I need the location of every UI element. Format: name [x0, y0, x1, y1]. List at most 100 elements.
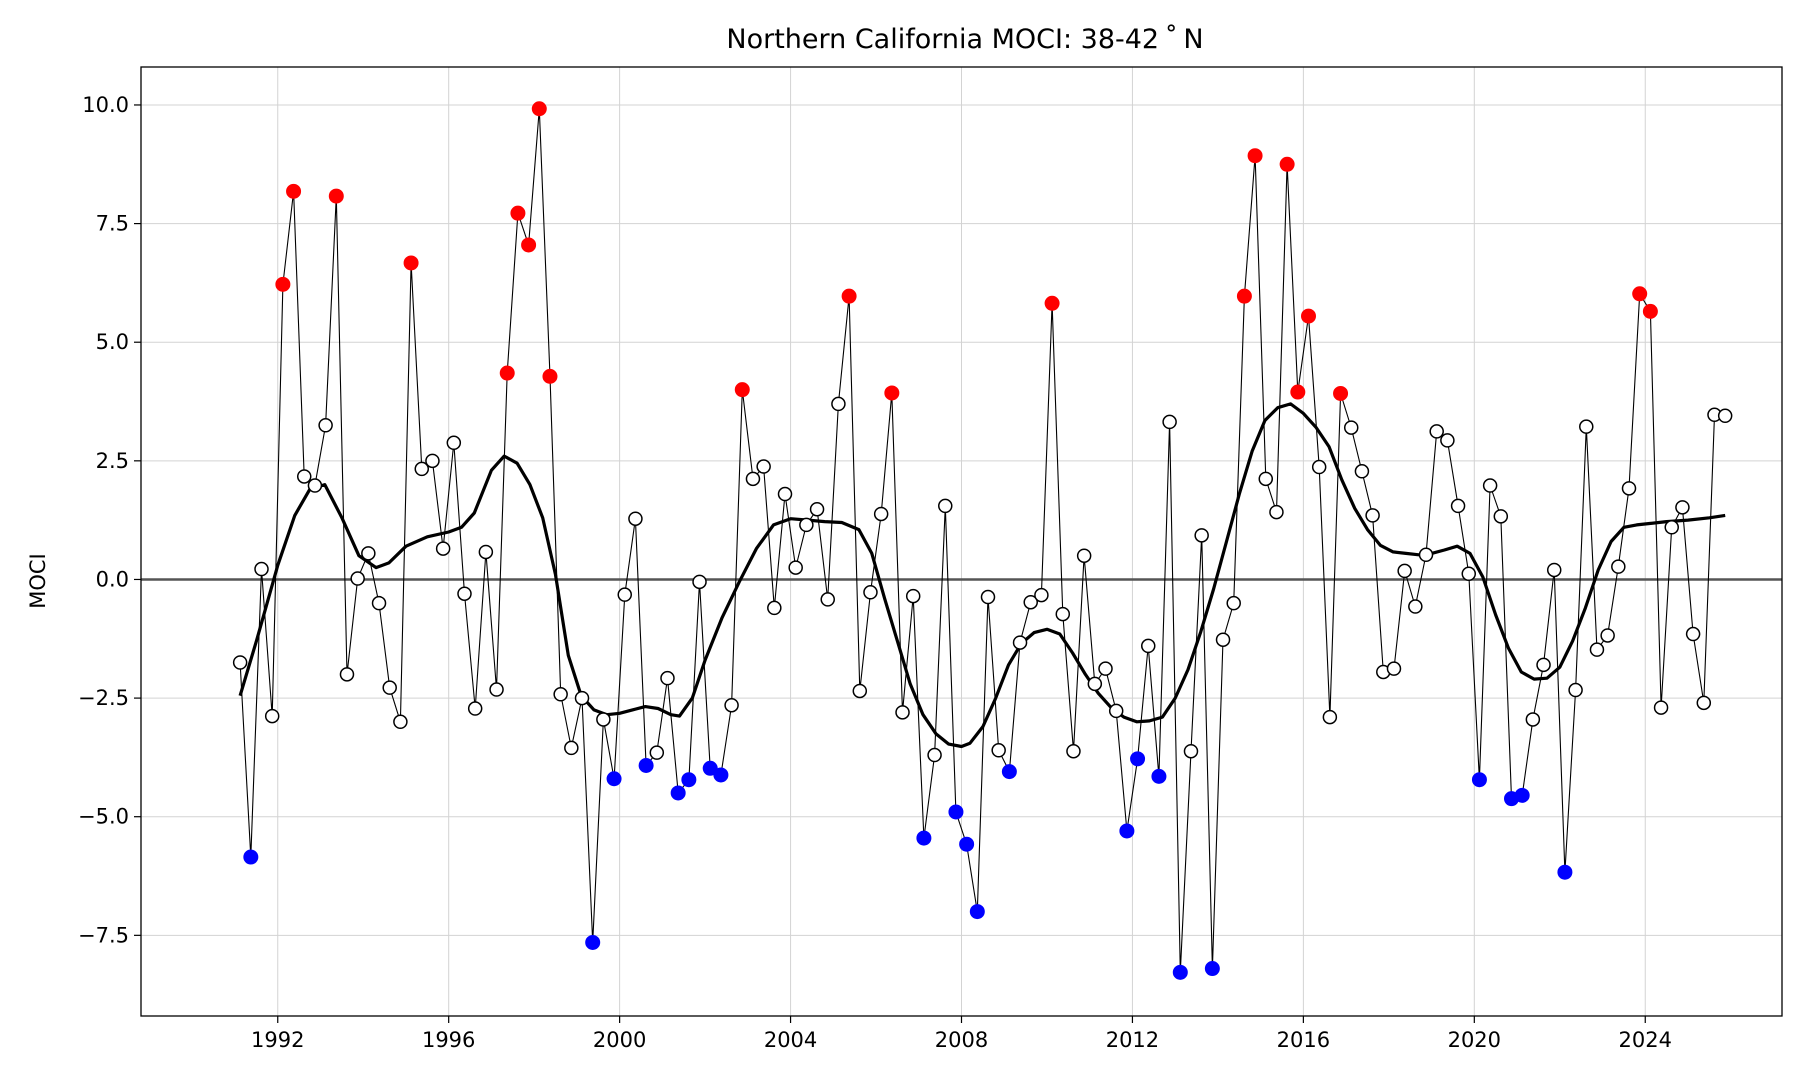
low-anomaly-point	[1151, 768, 1167, 784]
data-point	[1311, 459, 1327, 475]
high-anomaly-point	[734, 382, 750, 398]
data-point	[1440, 433, 1455, 448]
data-point	[1162, 414, 1177, 430]
data-point	[1568, 682, 1583, 698]
x-axis-ticks: 1992 1996 2000 2004 2008 2012 2016 2020 2024	[251, 1016, 1672, 1052]
data-point	[1226, 595, 1241, 611]
low-anomaly-point	[638, 757, 654, 773]
data-point	[1429, 424, 1444, 439]
y-tick-label: −2.5	[78, 686, 129, 710]
data-point	[756, 459, 771, 474]
data-point	[435, 541, 451, 556]
data-point	[1675, 500, 1690, 515]
high-anomaly-point	[1044, 295, 1060, 311]
x-tick-label: 2008	[935, 1028, 988, 1052]
data-point	[457, 586, 472, 601]
high-anomaly-point	[1290, 384, 1306, 400]
data-point	[1098, 661, 1113, 676]
data-point	[1685, 626, 1701, 642]
data-point	[1354, 464, 1370, 479]
data-point	[1365, 508, 1380, 523]
data-point	[649, 745, 665, 760]
high-anomaly-point	[1301, 308, 1317, 324]
high-anomaly-point	[286, 183, 302, 199]
data-point	[361, 546, 376, 561]
high-anomaly-point	[1632, 286, 1648, 302]
low-anomaly-point	[1119, 823, 1135, 839]
high-anomaly-point	[1333, 385, 1349, 401]
data-point	[1215, 632, 1231, 647]
data-point	[873, 506, 889, 522]
x-tick-label: 2024	[1619, 1028, 1672, 1052]
high-anomaly-point	[499, 365, 515, 381]
data-point	[1600, 628, 1615, 643]
high-anomaly-point	[1247, 148, 1263, 164]
data-point	[1269, 504, 1284, 520]
data-point	[553, 687, 568, 702]
low-anomaly-point	[670, 785, 686, 801]
high-anomaly-point	[328, 188, 344, 204]
data-point	[692, 574, 707, 590]
data-point	[318, 417, 333, 433]
high-anomaly-point	[275, 276, 291, 292]
data-point	[1546, 562, 1562, 578]
data-point	[1343, 420, 1359, 435]
data-point	[660, 670, 675, 686]
low-anomaly-point	[1204, 961, 1220, 977]
data-point	[564, 740, 579, 756]
data-point	[1621, 481, 1637, 496]
data-point	[1696, 695, 1712, 711]
data-point	[1034, 587, 1049, 603]
data-point	[1397, 563, 1412, 579]
high-anomaly-point	[521, 237, 537, 253]
low-anomaly-point	[1172, 964, 1188, 980]
data-point	[1386, 661, 1402, 676]
data-point	[1418, 547, 1434, 563]
data-point	[617, 587, 633, 602]
low-anomaly-point	[606, 771, 622, 787]
data-point	[863, 585, 878, 600]
smoothed-series-group	[238, 402, 1726, 749]
y-tick-label: 5.0	[96, 330, 129, 354]
data-point	[1322, 709, 1338, 725]
data-point	[788, 560, 803, 575]
high-anomaly-point	[1642, 303, 1658, 319]
data-point	[393, 714, 408, 730]
x-tick-label: 2016	[1277, 1028, 1330, 1052]
data-point	[1258, 471, 1274, 487]
y-tick-label: 0.0	[96, 567, 129, 591]
data-point	[1717, 408, 1733, 424]
data-point	[991, 743, 1006, 758]
data-point	[1140, 638, 1156, 654]
data-point	[1066, 743, 1081, 759]
data-point	[852, 683, 868, 699]
data-point	[777, 486, 793, 502]
data-point	[1589, 642, 1605, 657]
data-point	[1194, 528, 1209, 543]
x-tick-label: 2020	[1448, 1028, 1501, 1052]
data-point	[820, 592, 835, 607]
data-point	[307, 478, 323, 493]
data-point	[254, 561, 269, 577]
data-point	[895, 705, 910, 720]
data-point	[350, 571, 365, 586]
data-point	[596, 712, 611, 727]
data-point	[724, 697, 739, 713]
x-tick-label: 1996	[422, 1028, 475, 1052]
data-point	[1087, 676, 1103, 692]
data-point	[1408, 599, 1423, 614]
low-anomaly-point	[948, 804, 964, 820]
high-anomaly-point	[542, 368, 558, 384]
low-anomaly-point	[1001, 764, 1017, 780]
data-point	[980, 589, 996, 605]
x-tick-label: 2004	[764, 1028, 817, 1052]
low-anomaly-point	[969, 904, 985, 920]
data-point	[489, 682, 504, 697]
low-anomaly-point	[1130, 751, 1146, 767]
data-point	[1076, 548, 1092, 563]
x-tick-label: 1992	[251, 1028, 304, 1052]
data-point	[1055, 606, 1071, 622]
data-point	[339, 667, 355, 682]
y-axis-label: MOCI	[26, 553, 50, 609]
